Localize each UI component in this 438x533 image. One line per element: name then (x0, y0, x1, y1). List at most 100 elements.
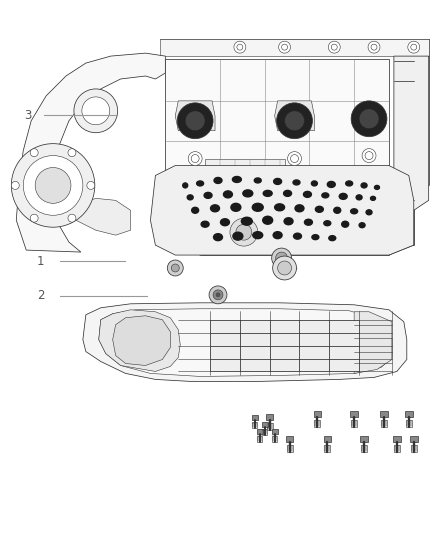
Polygon shape (405, 411, 413, 417)
Circle shape (368, 41, 380, 53)
Circle shape (331, 44, 337, 50)
Circle shape (237, 44, 243, 50)
Ellipse shape (233, 232, 243, 240)
Polygon shape (381, 420, 387, 427)
Circle shape (351, 101, 387, 136)
Ellipse shape (275, 204, 285, 211)
Ellipse shape (284, 218, 293, 225)
Ellipse shape (263, 190, 272, 196)
Ellipse shape (241, 217, 252, 225)
Circle shape (362, 149, 376, 163)
Polygon shape (394, 56, 429, 245)
Polygon shape (286, 436, 293, 442)
Ellipse shape (334, 207, 341, 213)
Circle shape (68, 214, 76, 222)
Circle shape (359, 109, 379, 129)
Circle shape (188, 151, 202, 166)
Ellipse shape (253, 232, 263, 239)
Polygon shape (354, 312, 392, 374)
Polygon shape (272, 429, 278, 433)
Ellipse shape (197, 181, 204, 186)
Ellipse shape (366, 210, 372, 215)
Ellipse shape (233, 176, 241, 182)
Ellipse shape (359, 223, 365, 228)
Ellipse shape (252, 203, 263, 211)
Polygon shape (361, 445, 367, 452)
Polygon shape (99, 310, 180, 372)
Circle shape (278, 261, 292, 275)
Polygon shape (16, 53, 165, 252)
Polygon shape (160, 39, 429, 56)
Ellipse shape (356, 195, 362, 200)
Circle shape (30, 214, 38, 222)
Ellipse shape (327, 181, 335, 188)
Circle shape (371, 44, 377, 50)
Polygon shape (262, 429, 267, 435)
Polygon shape (314, 420, 320, 427)
Ellipse shape (183, 183, 188, 188)
Circle shape (23, 156, 83, 215)
Polygon shape (272, 436, 277, 442)
Polygon shape (210, 320, 359, 372)
Circle shape (68, 149, 76, 157)
Circle shape (11, 144, 95, 227)
Ellipse shape (342, 221, 349, 227)
Polygon shape (351, 420, 357, 427)
Circle shape (236, 224, 252, 240)
Ellipse shape (295, 205, 304, 212)
Circle shape (272, 248, 292, 268)
Ellipse shape (304, 219, 312, 225)
Ellipse shape (192, 207, 198, 213)
Ellipse shape (204, 192, 212, 198)
Ellipse shape (312, 235, 319, 240)
Polygon shape (261, 422, 268, 426)
Text: 3: 3 (24, 109, 31, 122)
Polygon shape (275, 101, 314, 131)
Polygon shape (394, 445, 400, 452)
Polygon shape (205, 158, 285, 200)
Ellipse shape (315, 206, 323, 212)
Polygon shape (350, 411, 358, 417)
Circle shape (209, 286, 227, 304)
Polygon shape (325, 445, 330, 452)
Polygon shape (267, 423, 272, 430)
Polygon shape (286, 445, 293, 452)
Ellipse shape (223, 191, 233, 198)
Circle shape (185, 111, 205, 131)
Circle shape (167, 260, 183, 276)
Ellipse shape (339, 193, 347, 199)
Text: 1: 1 (37, 255, 44, 268)
Polygon shape (213, 200, 270, 245)
Ellipse shape (304, 191, 311, 197)
Ellipse shape (361, 183, 367, 188)
Ellipse shape (324, 221, 331, 225)
Polygon shape (380, 411, 388, 417)
Circle shape (273, 256, 297, 280)
Circle shape (285, 111, 304, 131)
Circle shape (365, 151, 373, 159)
Ellipse shape (220, 219, 230, 225)
Circle shape (177, 103, 213, 139)
Polygon shape (175, 101, 215, 131)
Circle shape (230, 218, 258, 246)
Ellipse shape (351, 209, 357, 214)
Ellipse shape (211, 205, 219, 212)
Ellipse shape (311, 181, 318, 186)
Polygon shape (324, 436, 331, 442)
Circle shape (411, 44, 417, 50)
Ellipse shape (374, 185, 379, 189)
Ellipse shape (329, 236, 336, 240)
Circle shape (290, 155, 298, 163)
Circle shape (234, 41, 246, 53)
Circle shape (328, 41, 340, 53)
Polygon shape (266, 414, 273, 420)
Polygon shape (411, 445, 417, 452)
Ellipse shape (187, 195, 193, 200)
Ellipse shape (274, 179, 282, 184)
Ellipse shape (322, 193, 329, 198)
Ellipse shape (231, 203, 241, 211)
Circle shape (171, 264, 179, 272)
Ellipse shape (283, 190, 292, 196)
Polygon shape (393, 436, 401, 442)
Polygon shape (150, 166, 414, 255)
